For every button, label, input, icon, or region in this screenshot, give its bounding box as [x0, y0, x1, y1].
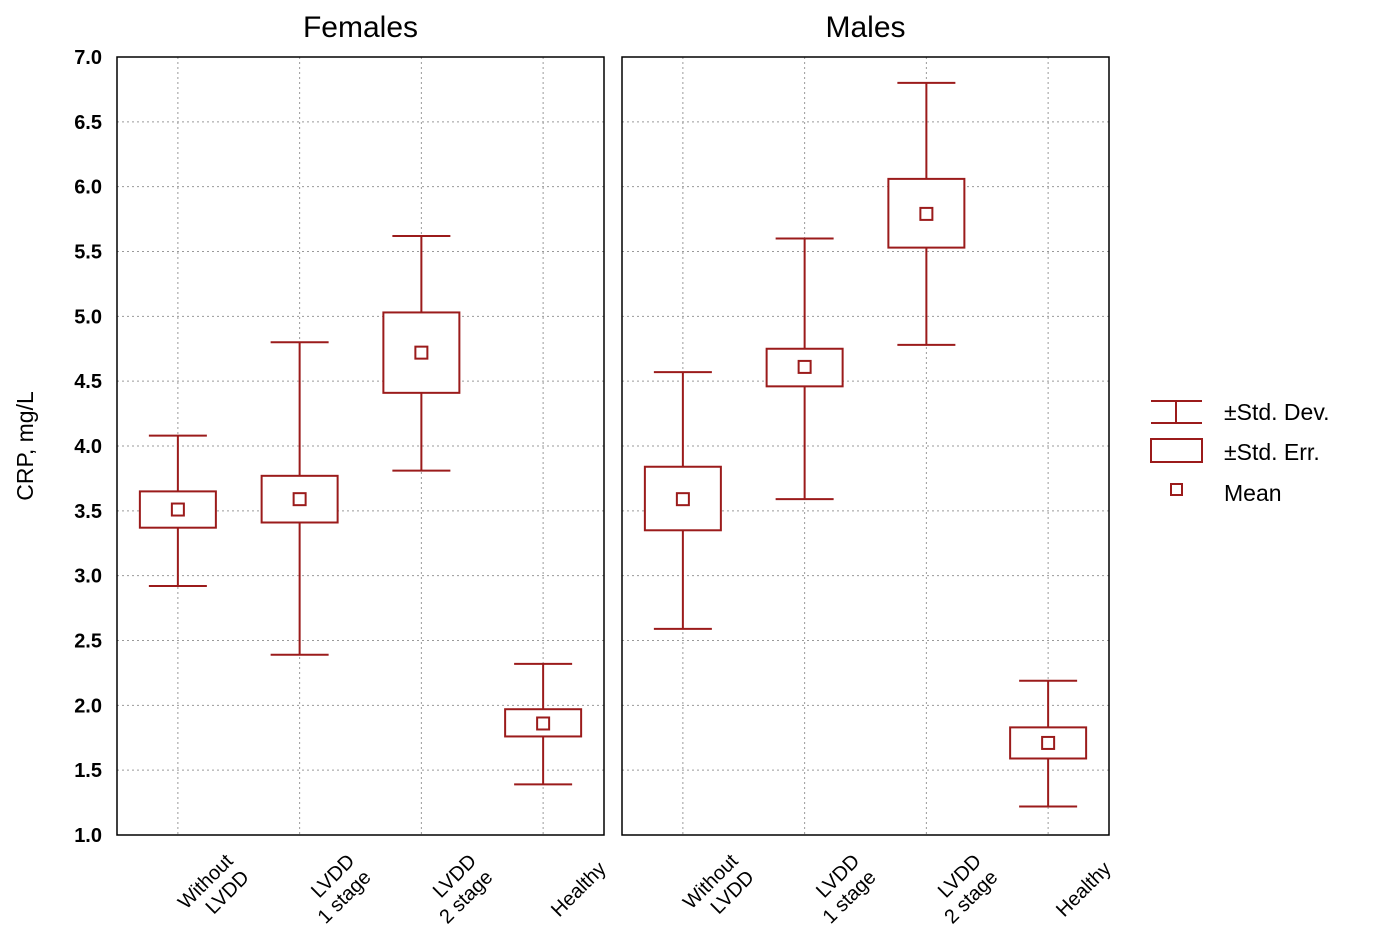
mean-marker-icon — [1170, 483, 1183, 496]
y-tick-label: 4.0 — [74, 436, 102, 458]
legend-item-std-err: ±Std. Err. — [1150, 438, 1320, 465]
y-tick-label: 6.5 — [74, 112, 102, 134]
legend: ±Std. Dev. ±Std. Err. Mean — [1150, 399, 1330, 506]
group-2 — [765, 237, 844, 501]
group-4 — [1009, 679, 1088, 808]
group-2 — [260, 341, 339, 656]
mean-marker — [919, 206, 934, 221]
panel-frame — [621, 56, 1110, 836]
group-4 — [504, 662, 583, 786]
legend-item-std-dev: ±Std. Dev. — [1151, 399, 1330, 425]
y-axis-label: CRP, mg/L — [12, 391, 38, 501]
se-box — [1009, 726, 1088, 760]
y-tick-label: 3.5 — [74, 501, 102, 523]
mean-marker — [414, 345, 429, 360]
panel-title: Males — [825, 11, 905, 44]
legend-item-mean: Mean — [1170, 480, 1282, 506]
group-1 — [643, 371, 722, 630]
y-tick-label: 7.0 — [74, 47, 102, 69]
x-tick-label: Healthy — [547, 858, 611, 922]
x-tick-label-line1: Healthy — [547, 858, 611, 922]
y-tick-label: 2.5 — [74, 631, 102, 653]
mean-marker — [292, 492, 307, 507]
mean-marker — [170, 502, 185, 517]
x-tick-label-line1: Healthy — [1052, 858, 1116, 922]
mean-marker — [797, 359, 812, 374]
legend-label: Mean — [1224, 480, 1282, 506]
group-3 — [382, 234, 461, 472]
y-tick-label: 2.0 — [74, 695, 102, 717]
y-tick-label: 6.0 — [74, 177, 102, 199]
box-icon — [1150, 438, 1203, 463]
y-axis-ticks: 7.0 6.5 6.0 5.5 5.0 4.5 4.0 3.5 3.0 2.5 2.0 1.5 1.0 — [74, 47, 102, 847]
mean-marker — [675, 492, 690, 507]
se-box — [504, 708, 583, 738]
group-1 — [138, 434, 217, 588]
y-tick-label: 5.0 — [74, 306, 102, 328]
panel-frame — [116, 56, 605, 836]
legend-label: ±Std. Err. — [1224, 439, 1320, 465]
y-tick-label: 5.5 — [74, 242, 102, 264]
se-box — [138, 490, 217, 529]
se-box — [260, 474, 339, 524]
y-tick-label: 1.5 — [74, 760, 102, 782]
y-tick-label: 3.0 — [74, 566, 102, 588]
se-box — [382, 311, 461, 394]
mean-marker — [1041, 735, 1056, 750]
x-tick-label: Healthy — [1052, 858, 1116, 922]
se-box — [643, 465, 722, 532]
panel-title: Females — [303, 11, 418, 44]
mean-marker — [536, 716, 551, 731]
y-tick-label: 4.5 — [74, 371, 102, 393]
se-box — [887, 177, 966, 249]
group-3 — [887, 81, 966, 346]
legend-label: ±Std. Dev. — [1224, 399, 1330, 425]
y-tick-label: 1.0 — [74, 825, 102, 847]
se-box — [765, 347, 844, 388]
